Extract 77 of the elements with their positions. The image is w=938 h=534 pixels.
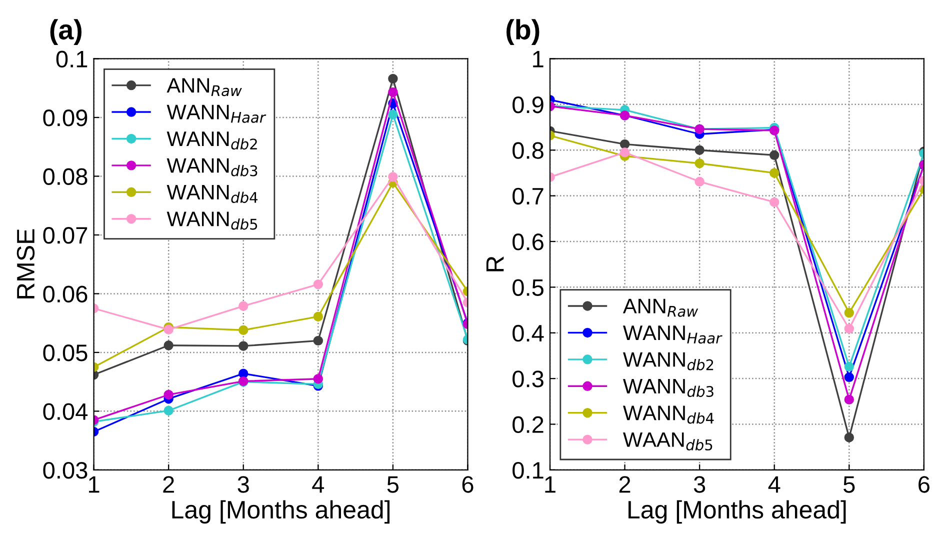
y-axis-title: RMSE (16, 229, 35, 298)
y-tick-label: 0.1 (56, 50, 88, 68)
point (388, 172, 398, 182)
point (164, 406, 174, 416)
x-tick-label: 5 (844, 476, 855, 493)
point (844, 394, 854, 404)
point (388, 87, 398, 98)
y-tick-label: 0.5 (512, 279, 544, 296)
point (164, 340, 174, 350)
point (694, 158, 704, 168)
point (620, 148, 630, 158)
point (844, 432, 854, 442)
y-tick-label: 0.3 (512, 370, 544, 388)
point (769, 150, 780, 160)
x-tick-label: 3 (694, 476, 706, 493)
point (313, 279, 324, 290)
y-tick-label: 0.08 (43, 168, 88, 186)
legend-label: ANN$_{Raw}$ (622, 298, 698, 317)
point (769, 168, 780, 178)
point (844, 324, 854, 334)
legend-label: WANN$_{db3}$ (623, 379, 714, 398)
x-tick-label: 4 (312, 476, 324, 493)
y-tick-label: 0.04 (43, 403, 88, 420)
point (164, 390, 174, 400)
x-tick-label: 1 (89, 476, 100, 493)
x-tick-label: 2 (163, 476, 174, 493)
point (313, 336, 324, 346)
legend-label: WANN$_{Haar}$ (623, 326, 722, 344)
legend-label: WANN$_{db4}$ (166, 185, 258, 204)
y-tick-label: 0.06 (43, 286, 88, 302)
point (769, 197, 780, 208)
point (238, 341, 248, 351)
x-tick-label: 6 (462, 476, 474, 493)
y-tick-label: 0.09 (43, 110, 88, 126)
y-tick-label: 0.7 (512, 188, 544, 205)
point (844, 362, 854, 372)
y-tick-label: 0.03 (43, 462, 88, 479)
y-tick-label: 0.1 (512, 462, 544, 479)
legend-label: WAAN$_{db5}$ (623, 432, 712, 450)
y-tick-label: 0.2 (512, 416, 544, 434)
y-tick-label: 0.05 (43, 344, 88, 362)
y-axis-title: R (486, 256, 504, 272)
point (620, 139, 630, 150)
legend-label: WANN$_{db3}$ (166, 158, 258, 176)
y-tick-label: 0.4 (512, 324, 544, 342)
x-tick-label: 4 (768, 476, 780, 493)
legend-label: WANN$_{db2}$ (166, 132, 257, 150)
x-axis-title: Lag [Months ahead] (172, 500, 390, 524)
y-tick-label: 0.8 (512, 142, 544, 159)
chart-title: (a) (50, 19, 82, 46)
point (238, 325, 248, 335)
legend-label: WANN$_{Haar}$ (166, 104, 266, 123)
legend-label: WANN$_{db5}$ (166, 212, 258, 230)
point (388, 74, 398, 84)
point (238, 301, 248, 311)
point (388, 110, 398, 120)
point (844, 372, 854, 382)
x-tick-label: 5 (387, 476, 399, 493)
point (844, 308, 854, 318)
x-tick-label: 3 (238, 476, 249, 493)
x-tick-label: 1 (545, 476, 556, 493)
y-tick-label: 0.9 (512, 96, 544, 114)
point (164, 324, 174, 334)
x-tick-label: 6 (918, 476, 930, 493)
y-tick-label: 0.6 (512, 234, 544, 250)
legend-label: WANN$_{db2}$ (623, 352, 714, 370)
chart-title: (b) (506, 19, 540, 46)
y-tick-label: 0.07 (43, 227, 88, 244)
legend-label: ANN$_{Raw}$ (166, 78, 242, 96)
point (694, 176, 704, 186)
point (694, 145, 704, 155)
x-axis-title: Lag [Months ahead] (628, 500, 846, 524)
legend-label: WANN$_{db4}$ (623, 406, 714, 424)
point (313, 312, 324, 322)
x-tick-label: 2 (619, 476, 630, 493)
y-tick-label: 1 (533, 51, 544, 68)
point (313, 374, 324, 384)
